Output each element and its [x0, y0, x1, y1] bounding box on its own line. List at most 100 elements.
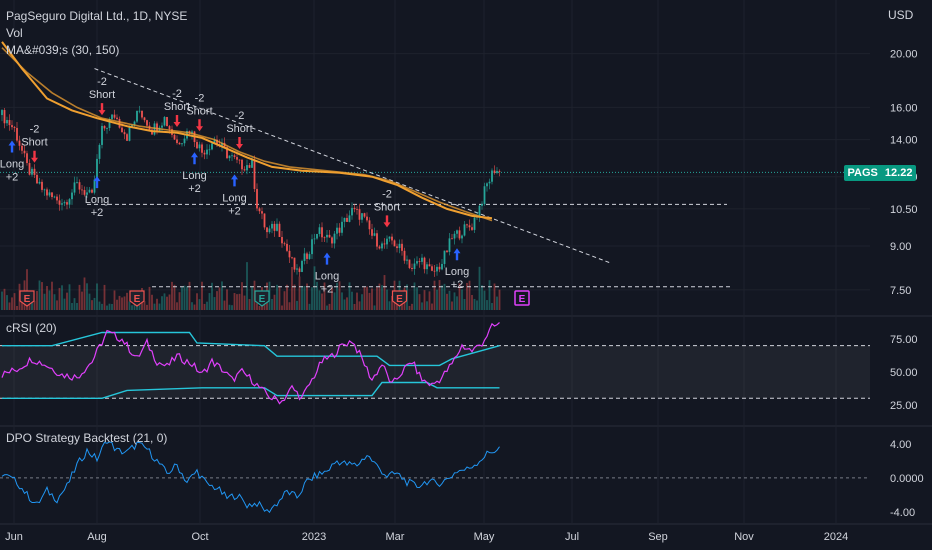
candle-body: [183, 138, 186, 144]
trend-line: [94, 68, 610, 264]
long-label: +2: [6, 172, 19, 184]
volume-bar: [373, 305, 376, 310]
short-label: Short: [374, 201, 400, 213]
volume-bar: [298, 276, 301, 310]
volume-bar: [153, 303, 156, 310]
candle-body: [348, 215, 351, 222]
short-label: -2: [382, 188, 392, 200]
volume-bar: [278, 285, 281, 310]
volume-bar: [8, 302, 11, 310]
candle-body: [368, 220, 371, 230]
candle-body: [416, 261, 418, 264]
candle-body: [313, 238, 316, 240]
x-tick-label: Aug: [87, 531, 107, 543]
short-label: Short: [226, 123, 252, 135]
candle-body: [331, 237, 333, 244]
volume-bar: [386, 289, 388, 310]
y-tick-label: 20.00: [890, 49, 918, 61]
volume-bar: [411, 303, 413, 310]
volume-bar: [471, 294, 473, 310]
short-arrow-icon: [196, 119, 203, 132]
candle-body: [378, 246, 381, 249]
ma-legend: MA&#039;s (30, 150): [6, 43, 120, 57]
moving-averages: [1, 41, 493, 222]
volume-bar: [91, 300, 93, 310]
short-arrow-icon: [98, 103, 106, 116]
candle-body: [28, 163, 31, 175]
candle-body: [406, 259, 408, 261]
volume-bar: [123, 296, 126, 310]
long-signal: Long+2: [222, 174, 247, 217]
candle-body: [88, 189, 91, 193]
candle-body: [58, 200, 61, 205]
long-arrow-icon: [231, 174, 238, 187]
short-arrow-icon: [383, 215, 391, 228]
dpo-line: [1, 441, 500, 514]
volume-bar: [161, 296, 163, 310]
volume-bar: [96, 283, 98, 310]
candle-body: [93, 179, 96, 193]
candle-body: [371, 229, 373, 236]
candle-body: [41, 181, 43, 190]
candle-body: [418, 261, 421, 262]
volume-bar: [391, 295, 393, 310]
ma-150-line: [1, 47, 493, 222]
crsi-upper-band: [2, 331, 500, 367]
volume-bar: [81, 291, 83, 310]
candle-body: [428, 264, 431, 267]
volume-bar: [258, 305, 261, 310]
candle-body: [443, 250, 446, 264]
candle-body: [166, 117, 168, 127]
volume-bar: [333, 292, 336, 310]
volume-bar: [113, 290, 116, 310]
candle-body: [138, 110, 141, 112]
volume-bar: [428, 291, 431, 310]
long-label: +2: [451, 279, 464, 291]
earnings-label: E: [24, 294, 31, 305]
candle-body: [111, 114, 113, 120]
candle-body: [106, 128, 108, 129]
volume-bar: [476, 300, 478, 310]
candle-body: [213, 139, 216, 144]
volume-bar: [413, 282, 416, 310]
candle-body: [73, 182, 76, 193]
grid-lines: [0, 0, 932, 525]
candle-body: [388, 236, 391, 239]
volume-bar: [71, 303, 73, 310]
volume-bar: [151, 294, 153, 310]
candle-body: [133, 121, 136, 125]
candle-body: [231, 155, 233, 157]
volume-bar: [353, 303, 356, 310]
dpo-panel: [0, 441, 870, 514]
candle-body: [13, 127, 16, 128]
volume-bar: [148, 286, 151, 310]
volume-bar: [358, 301, 361, 310]
candle-body: [451, 238, 453, 240]
candle-body: [233, 155, 236, 158]
candle-body: [333, 233, 336, 244]
candle-body: [396, 246, 398, 249]
volume-bar: [223, 300, 226, 310]
volume-bar: [441, 285, 443, 310]
y-tick-label: 10.50: [890, 204, 918, 216]
volume-bar: [383, 275, 386, 310]
earnings-label: E: [134, 294, 141, 305]
volume-bar: [213, 297, 216, 310]
volume-bar: [461, 289, 463, 310]
candle-body: [123, 132, 126, 135]
volume-bar: [273, 294, 276, 310]
candle-body: [21, 145, 23, 151]
dpo-tick-label: 4.00: [890, 439, 911, 451]
volume-bar: [1, 291, 3, 310]
x-tick-label: Jul: [565, 531, 579, 543]
long-label: Long: [182, 170, 206, 182]
candle-body: [53, 196, 56, 198]
volume-bar: [311, 287, 313, 310]
volume-bar: [328, 303, 331, 310]
candle-body: [23, 150, 26, 154]
volume-bar: [243, 295, 246, 310]
volume-bar: [203, 303, 206, 310]
